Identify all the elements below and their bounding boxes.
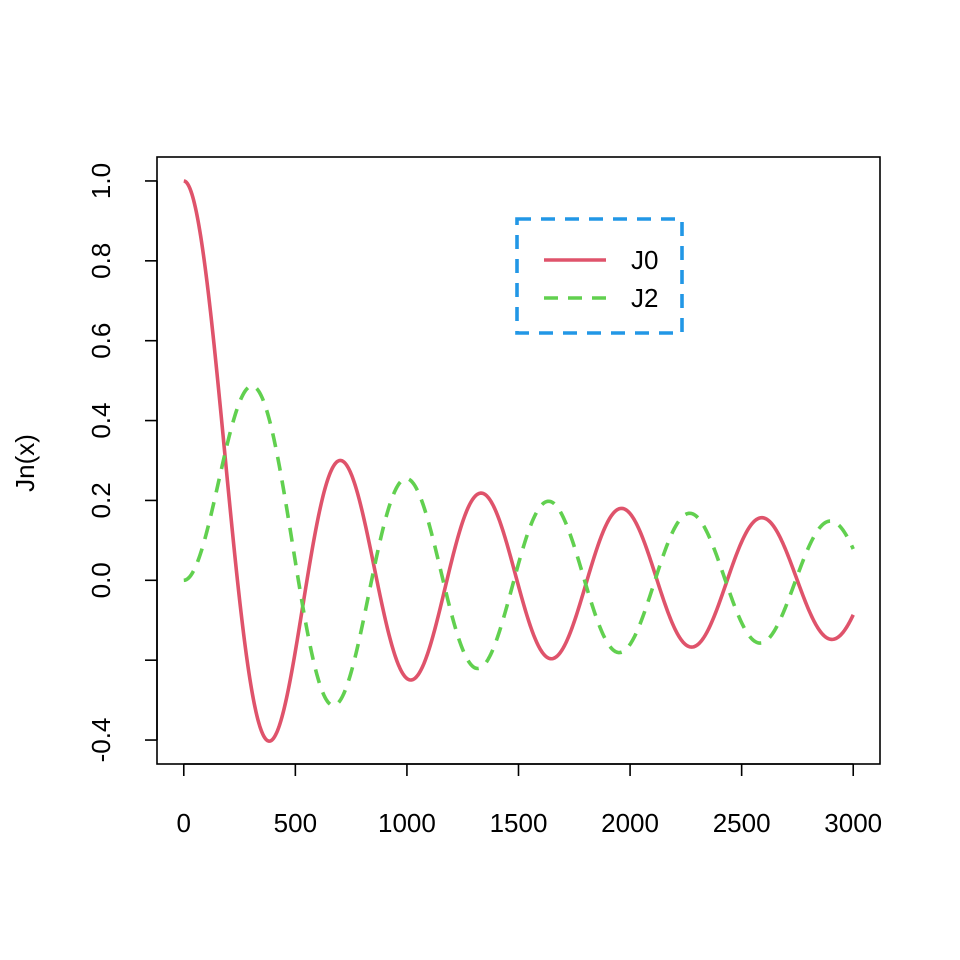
x-axis: 0 500 1000 1500 2000 2500 3000 — [177, 763, 882, 838]
x-tick-label: 1000 — [378, 808, 436, 838]
x-tick-label: 3000 — [824, 808, 882, 838]
series-layer — [182, 179, 855, 743]
series-line-j0 — [182, 179, 855, 743]
x-tick-label: 2500 — [713, 808, 771, 838]
y-tick-label: 1.0 — [86, 163, 116, 199]
y-tick-label: -0.4 — [86, 718, 116, 763]
x-tick-label: 500 — [274, 808, 317, 838]
legend-box — [515, 217, 684, 335]
x-tick-label: 2000 — [601, 808, 659, 838]
y-axis-title: Jn(x) — [10, 434, 40, 492]
y-tick-label: 0.8 — [86, 243, 116, 279]
y-tick-label: 0.2 — [86, 482, 116, 518]
x-tick-label: 0 — [177, 808, 191, 838]
y-tick-label: 0.4 — [86, 403, 116, 439]
x-tick-label: 1500 — [490, 808, 548, 838]
y-tick-label: 0.6 — [86, 323, 116, 359]
y-tick-label: 0.0 — [86, 562, 116, 598]
y-axis: -0.4 0.0 0.2 0.4 0.6 0.8 1.0 — [86, 163, 158, 763]
legend-label-j0: J0 — [631, 245, 658, 275]
legend-label-j2: J2 — [631, 283, 658, 313]
series-line-j2 — [182, 384, 855, 708]
